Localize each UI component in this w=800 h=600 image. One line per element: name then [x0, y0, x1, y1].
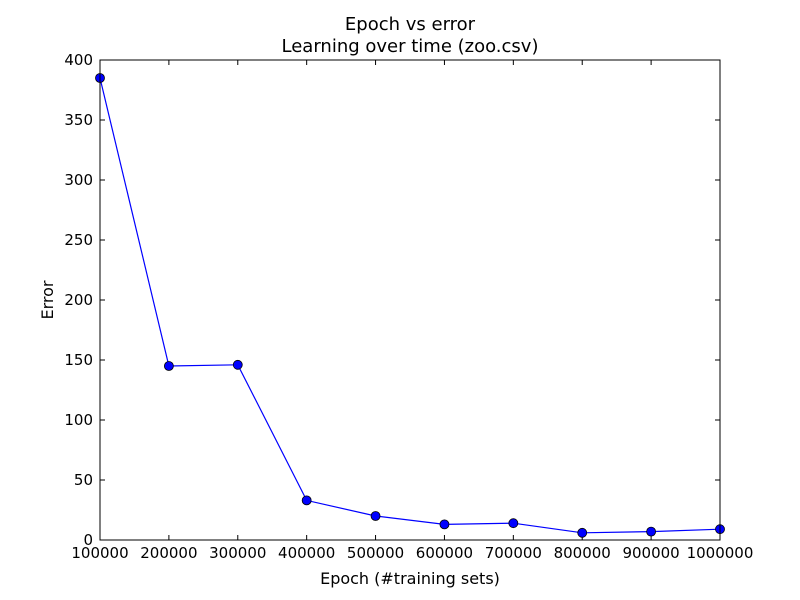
x-tick-label: 700000 [485, 544, 542, 562]
y-tick-label: 0 [83, 531, 93, 549]
chart-title: Epoch vs error [345, 14, 476, 35]
y-tick-label: 50 [74, 471, 93, 489]
tick-labels-layer: 100000 200000 300000 400000 500000 600000 7000… [64, 51, 753, 562]
plot-frame [99, 59, 721, 541]
x-tick-label: 800000 [554, 544, 611, 562]
y-axis-label: Error [38, 280, 57, 319]
x-tick-label: 200000 [140, 544, 197, 562]
x-tick-label: 300000 [209, 544, 266, 562]
data-point [439, 519, 450, 530]
x-tick-label: 1000000 [687, 544, 754, 562]
y-tick-label: 200 [64, 291, 93, 309]
data-point [232, 359, 243, 370]
y-tick-label: 400 [64, 51, 93, 69]
y-tick-label: 300 [64, 171, 93, 189]
data-point [577, 527, 588, 538]
x-tick-label: 500000 [347, 544, 404, 562]
y-tick-label: 100 [64, 411, 93, 429]
x-tick-label: 900000 [622, 544, 679, 562]
y-tick-label: 250 [64, 231, 93, 249]
x-tick-label: 400000 [278, 544, 335, 562]
x-tick-label: 600000 [416, 544, 473, 562]
plot-area [100, 60, 720, 540]
data-point [370, 511, 381, 521]
series-layer [95, 73, 725, 538]
chart-subtitle: Learning over time (zoo.csv) [282, 36, 539, 57]
series-line [99, 77, 721, 534]
x-axis-label: Epoch (#training sets) [320, 569, 500, 588]
data-point [163, 361, 174, 371]
x-tick-label: 100000 [71, 544, 128, 562]
data-point [508, 518, 519, 529]
y-tick-label: 350 [64, 111, 93, 129]
data-point [301, 495, 312, 506]
data-point [646, 526, 657, 537]
y-tick-label: 150 [64, 351, 93, 369]
